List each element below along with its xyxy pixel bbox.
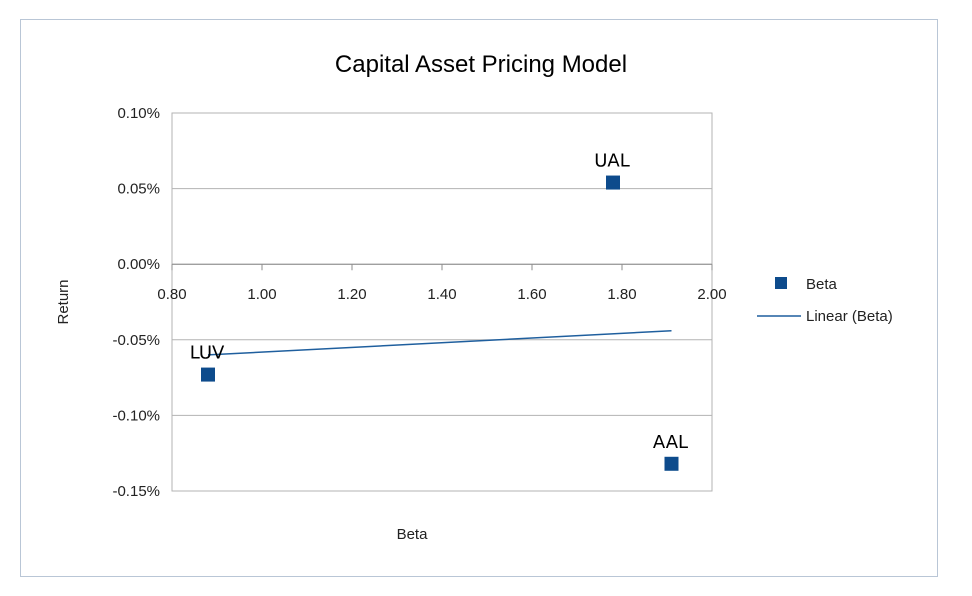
point-label-luv: LUV: [190, 343, 225, 364]
trendline-linear-beta: [207, 329, 672, 356]
legend-label-beta: Beta: [806, 276, 838, 293]
y-tick-label: -0.05%: [112, 332, 160, 349]
y-axis-label: Return: [55, 279, 72, 324]
x-tick-label: 1.40: [427, 286, 456, 303]
scatter-point-luv: [201, 367, 215, 382]
trendline-layer: [207, 329, 672, 356]
x-tick-label: 1.20: [337, 286, 366, 303]
y-tick-label: 0.00%: [117, 256, 160, 273]
points-layer: LUV UAL AAL: [190, 151, 688, 471]
y-axis-ticks: 0.10% 0.05% 0.00% -0.05% -0.10% -0.15%: [112, 105, 160, 500]
legend-marker-beta: [775, 277, 787, 289]
x-tick-label: 0.80: [157, 286, 186, 303]
chart-title: Capital Asset Pricing Model: [335, 51, 627, 78]
plot-area: [171, 112, 713, 492]
y-tick-label: 0.05%: [117, 181, 160, 198]
legend: Beta Linear (Beta): [757, 276, 893, 325]
y-tick-label: -0.15%: [112, 483, 160, 500]
scatter-point-aal: [664, 456, 679, 471]
x-tick-label: 1.60: [517, 286, 546, 303]
x-tick-label: 1.00: [247, 286, 276, 303]
y-tick-label: -0.10%: [112, 407, 160, 424]
point-label-ual: UAL: [594, 151, 630, 172]
x-axis-label: Beta: [397, 526, 429, 543]
x-tick-label: 2.00: [697, 286, 726, 303]
x-axis: 0.80 1.00 1.20 1.40 1.60 1.80 2.00: [157, 263, 727, 303]
scatter-point-ual: [606, 175, 620, 190]
x-tick-label: 1.80: [607, 286, 636, 303]
legend-label-linear: Linear (Beta): [806, 308, 893, 325]
y-tick-label: 0.10%: [117, 105, 160, 122]
point-label-aal: AAL: [653, 432, 688, 453]
